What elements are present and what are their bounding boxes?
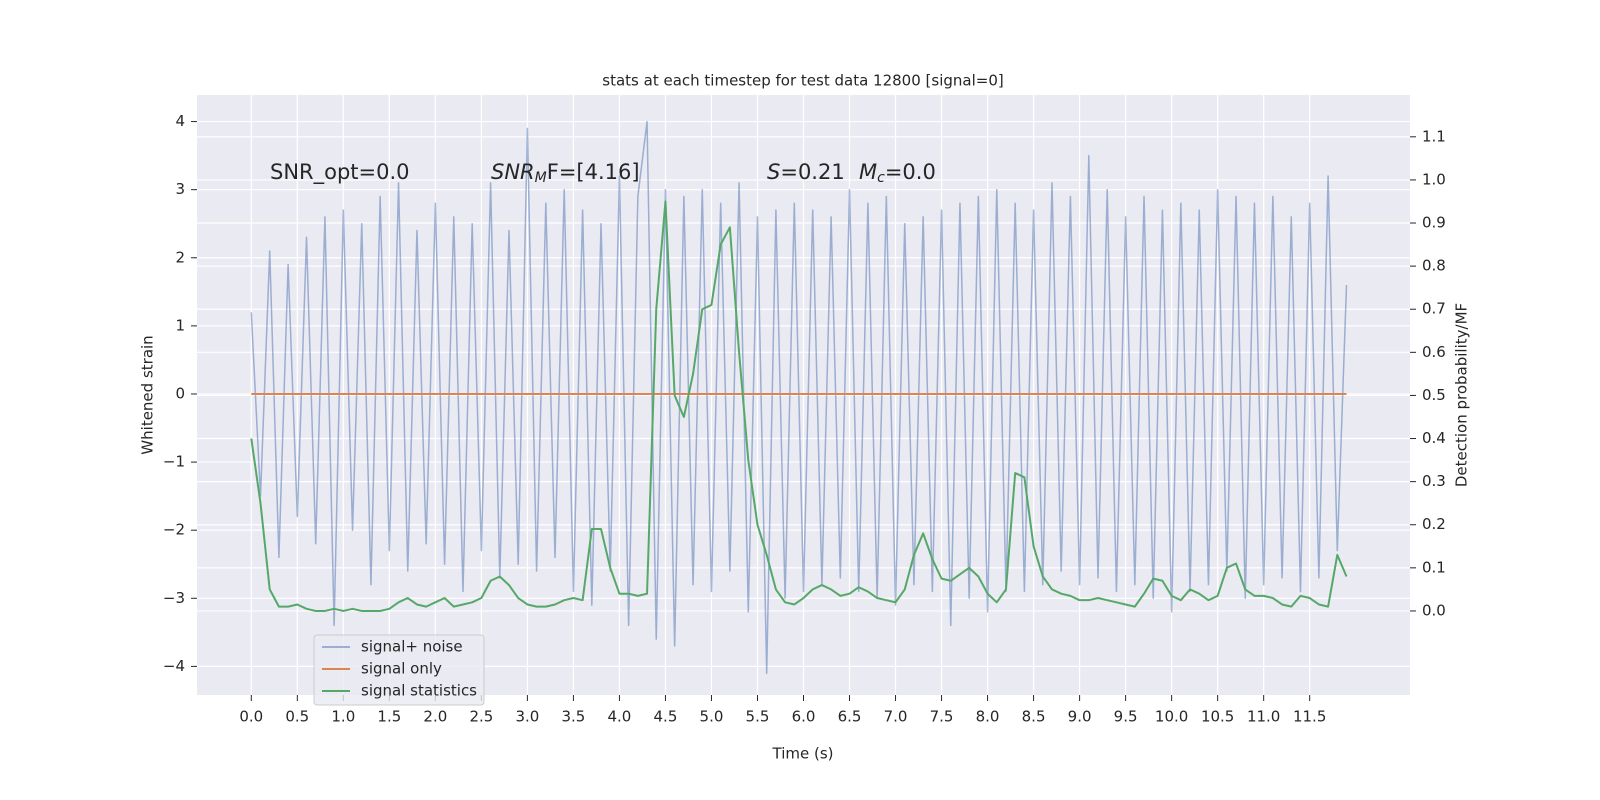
y2-tick-label: 0.0 xyxy=(1422,601,1446,619)
annotation-part: SNR xyxy=(491,160,535,184)
x-tick-label: 7.5 xyxy=(930,708,954,726)
y2-tick-label: 0.8 xyxy=(1422,257,1446,275)
x-tick-label: 10.0 xyxy=(1155,708,1188,726)
y2-tick-label: 0.1 xyxy=(1422,558,1446,576)
x-tick-label: 4.5 xyxy=(654,708,678,726)
x-tick-label: 2.5 xyxy=(469,708,493,726)
y-tick-label: 2 xyxy=(175,248,185,266)
x-tick-label: 0.0 xyxy=(239,708,263,726)
y-tick-label: −3 xyxy=(163,589,185,607)
annotation: S=0.21 xyxy=(767,160,845,184)
y2-axis-label: Detection probability/MF xyxy=(1453,303,1471,487)
x-tick-label: 6.0 xyxy=(792,708,816,726)
x-tick-label: 0.5 xyxy=(285,708,309,726)
y2-tick-label: 0.6 xyxy=(1422,343,1446,361)
annotation: SNRMF=[4.16] xyxy=(491,160,640,186)
series-line xyxy=(250,120,1348,674)
x-tick-label: 11.0 xyxy=(1247,708,1280,726)
legend-label: signal only xyxy=(361,660,442,678)
y-axis-label: Whitened strain xyxy=(139,335,157,454)
y2-tick-label: 0.7 xyxy=(1422,300,1446,318)
x-tick-label: 9.0 xyxy=(1068,708,1092,726)
x-tick-label: 1.5 xyxy=(377,708,401,726)
annotation: Mc=0.0 xyxy=(859,160,936,186)
annotation-part: SNR_opt=0.0 xyxy=(270,160,410,185)
x-tick-label: 1.0 xyxy=(331,708,355,726)
y-tick-label: 1 xyxy=(175,316,185,334)
legend-label: signal statistics xyxy=(361,682,477,700)
series-line xyxy=(250,200,1348,612)
x-tick-label: 6.5 xyxy=(838,708,862,726)
marks xyxy=(250,120,1348,674)
x-tick-label: 4.0 xyxy=(608,708,632,726)
annotation: SNR_opt=0.0 xyxy=(270,160,410,185)
x-tick-label: 9.5 xyxy=(1114,708,1138,726)
annotation-part: F=[4.16] xyxy=(547,160,640,184)
y2-tick-label: 1.0 xyxy=(1422,170,1446,188)
y-tick-label: 4 xyxy=(175,112,185,130)
x-tick-label: 8.0 xyxy=(976,708,1000,726)
legend-label: signal+ noise xyxy=(361,638,463,656)
annotation-part: S xyxy=(767,160,780,184)
x-tick-label: 5.0 xyxy=(700,708,724,726)
x-tick-label: 7.0 xyxy=(884,708,908,726)
y-tick-label: 3 xyxy=(175,180,185,198)
legend-box xyxy=(313,634,485,706)
chart-title: stats at each timestep for test data 128… xyxy=(602,72,1003,90)
annotation-part: =0.0 xyxy=(885,160,936,184)
annotation-part: M xyxy=(535,170,547,186)
y2-tick-label: 0.3 xyxy=(1422,472,1446,490)
x-tick-label: 11.5 xyxy=(1293,708,1326,726)
annotation-part: c xyxy=(877,170,885,186)
x-tick-label: 2.0 xyxy=(423,708,447,726)
y2-tick-label: 0.4 xyxy=(1422,429,1446,447)
x-tick-label: 10.5 xyxy=(1201,708,1234,726)
y2-tick-label: 0.9 xyxy=(1422,214,1446,232)
x-axis-label: Time (s) xyxy=(772,745,834,763)
x-tick-label: 3.0 xyxy=(515,708,539,726)
y2-tick-label: 1.1 xyxy=(1422,127,1446,145)
y2-tick-label: 0.5 xyxy=(1422,386,1446,404)
x-tick-label: 5.5 xyxy=(746,708,770,726)
y2-tick-label: 0.2 xyxy=(1422,515,1446,533)
y-tick-label: 0 xyxy=(175,384,185,402)
x-tick-label: 8.5 xyxy=(1022,708,1046,726)
annotation-part: M xyxy=(859,160,877,184)
x-tick-label: 3.5 xyxy=(561,708,585,726)
legend: signal+ noise signal only signal statistic… xyxy=(313,634,485,706)
y-tick-label: −1 xyxy=(163,453,185,471)
y-tick-label: −2 xyxy=(163,521,185,539)
y-tick-label: −4 xyxy=(163,657,185,675)
annotation-part: =0.21 xyxy=(780,160,844,184)
